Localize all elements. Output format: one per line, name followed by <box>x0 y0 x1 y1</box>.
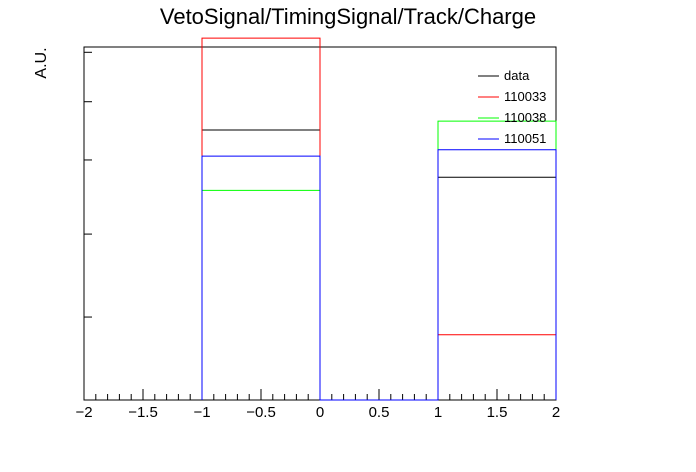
y-axis-label: A.U. <box>33 47 50 78</box>
legend-label-110051: 110051 <box>504 131 546 146</box>
x-tick-label: 0.5 <box>369 404 390 421</box>
x-tick-label: −2 <box>75 404 92 421</box>
y-axis-ticks <box>84 51 92 318</box>
series-line-110038 <box>201 120 557 401</box>
series-line-data <box>201 129 557 401</box>
legend-label-110033: 110033 <box>504 89 546 104</box>
legend-label-110038: 110038 <box>504 110 546 125</box>
x-tick-label: 2 <box>552 404 560 421</box>
x-tick-label: −0.5 <box>246 404 276 421</box>
x-tick-label: 0 <box>316 404 324 421</box>
series-line-110051 <box>201 149 557 401</box>
x-tick-label: −1 <box>193 404 210 421</box>
histogram-series <box>201 37 557 401</box>
x-tick-label: 1 <box>434 404 442 421</box>
chart-title: VetoSignal/TimingSignal/Track/Charge <box>160 4 536 29</box>
legend-label-data: data <box>504 68 530 83</box>
legend: data 110033 110038 110051 <box>478 68 546 146</box>
x-tick-label: −1.5 <box>128 404 158 421</box>
x-axis-tick-labels: −2 −1.5 −1 −0.5 0 0.5 1 1.5 2 <box>75 404 560 421</box>
series-line-110033 <box>201 37 557 401</box>
x-tick-label: 1.5 <box>487 404 508 421</box>
